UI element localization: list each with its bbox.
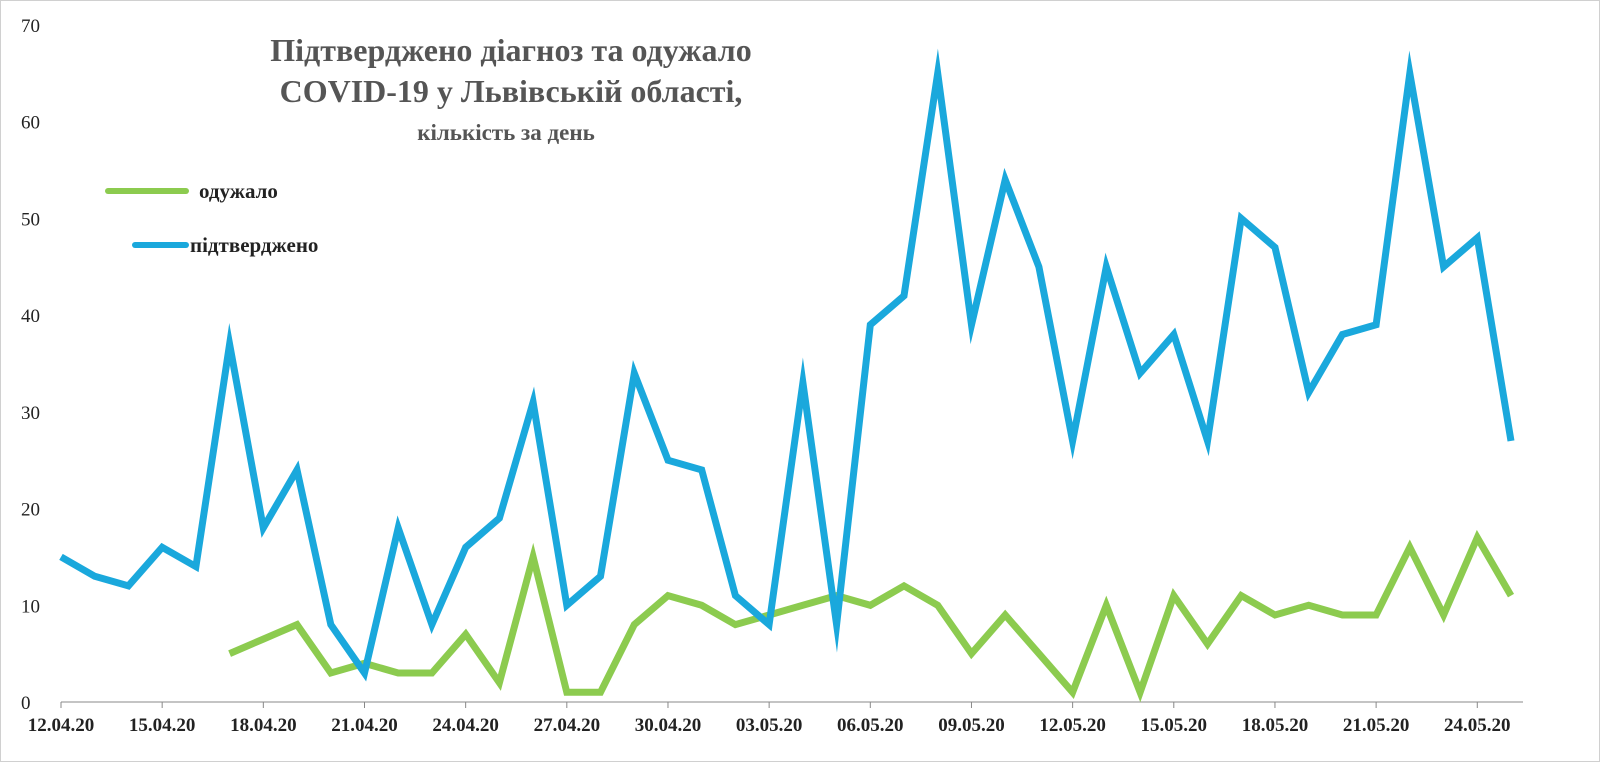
x-tick-label: 03.05.20 (736, 715, 803, 736)
x-tick-label: 06.05.20 (837, 715, 904, 736)
y-tick-label: 20 (21, 500, 40, 521)
y-tick-label: 40 (21, 306, 40, 327)
x-tick-label: 12.05.20 (1039, 715, 1106, 736)
x-tick-label: 18.04.20 (230, 715, 297, 736)
x-tick-label: 18.05.20 (1242, 715, 1309, 736)
chart-title-line-1: Підтверджено діагноз та одужало (270, 32, 751, 68)
y-tick-label: 10 (21, 596, 40, 617)
series-line-recovered (230, 538, 1511, 693)
series-line-confirmed (61, 73, 1511, 673)
y-tick-label: 0 (21, 693, 31, 714)
y-tick-label: 60 (21, 113, 40, 134)
x-tick-label: 12.04.20 (28, 715, 95, 736)
x-tick-label: 15.05.20 (1141, 715, 1208, 736)
y-axis-ticks: 0 10 20 30 40 50 60 70 (21, 16, 40, 714)
x-tick-label: 21.04.20 (331, 715, 398, 736)
y-tick-label: 50 (21, 209, 40, 230)
x-tick-label: 24.04.20 (432, 715, 499, 736)
x-tick-label: 09.05.20 (938, 715, 1005, 736)
legend: одужало підтверджено (108, 179, 318, 257)
legend-label-confirmed: підтверджено (190, 233, 318, 257)
x-axis-ticks: 12.04.20 15.04.20 18.04.20 21.04.20 24.04.20… (28, 702, 1511, 736)
chart-title-line-2: COVID-19 у Львівській області, (280, 73, 743, 109)
series-lines (61, 73, 1511, 692)
y-tick-label: 70 (21, 16, 40, 37)
legend-label-recovered: одужало (199, 179, 278, 203)
x-tick-label: 27.04.20 (534, 715, 601, 736)
x-tick-label: 21.05.20 (1343, 715, 1410, 736)
chart-subtitle: кількість за день (417, 120, 595, 145)
x-tick-label: 24.05.20 (1444, 715, 1511, 736)
y-tick-label: 30 (21, 403, 40, 424)
x-tick-label: 15.04.20 (129, 715, 196, 736)
x-tick-label: 30.04.20 (635, 715, 702, 736)
